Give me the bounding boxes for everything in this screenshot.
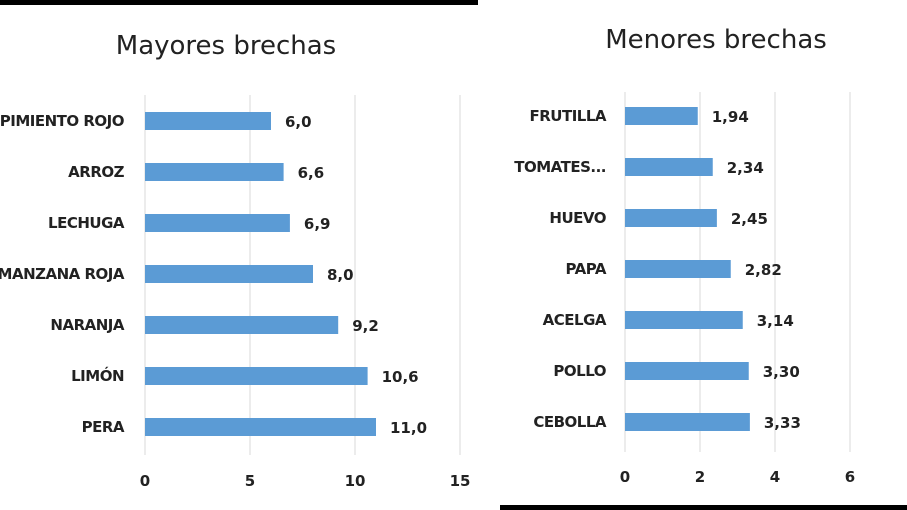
category-label: HUEVO xyxy=(549,209,606,227)
x-tick-label: 0 xyxy=(620,468,630,486)
data-label: 3,14 xyxy=(757,312,794,330)
category-label: FRUTILLA xyxy=(529,107,606,125)
chart-panel-mayores: Mayores brechas PERA LIMÓN NARANJA MANZANA … xyxy=(0,31,470,490)
category-label: PERA xyxy=(82,418,125,436)
category-label: ARROZ xyxy=(68,163,124,181)
category-label: CEBOLLA xyxy=(533,413,607,431)
data-label: 2,82 xyxy=(745,261,782,279)
x-tick-labels: 0 5 10 15 xyxy=(140,472,471,490)
data-label: 9,2 xyxy=(352,317,379,335)
bar xyxy=(625,209,717,227)
data-label: 3,33 xyxy=(764,414,801,432)
bar xyxy=(625,260,731,278)
bar xyxy=(145,367,368,385)
bar xyxy=(145,316,339,334)
category-label: PIMIENTO ROJO xyxy=(0,112,124,130)
bar xyxy=(625,362,749,380)
x-tick-label: 0 xyxy=(140,472,150,490)
bar xyxy=(625,311,743,329)
category-labels: PERA LIMÓN NARANJA MANZANA ROJA LECHUGA ARROZ… xyxy=(0,112,125,436)
x-tick-label: 2 xyxy=(695,468,705,486)
bar xyxy=(625,413,750,431)
data-label: 6,6 xyxy=(298,164,325,182)
x-tick-label: 15 xyxy=(450,472,471,490)
bottom-divider-rule xyxy=(500,505,907,510)
category-label: ACELGA xyxy=(543,311,607,329)
data-label: 6,0 xyxy=(285,113,312,131)
x-tick-label: 4 xyxy=(770,468,780,486)
category-labels: CEBOLLA POLLO ACELGA PAPA HUEVO TOMATES... FRU… xyxy=(514,107,607,431)
value-labels: 11,0 10,6 9,2 8,0 6,9 6,6 6,0 xyxy=(285,113,427,437)
x-tick-labels: 0 2 4 6 xyxy=(620,468,855,486)
bar xyxy=(145,112,271,130)
category-label: LIMÓN xyxy=(71,366,124,385)
data-label: 8,0 xyxy=(327,266,354,284)
value-labels: 3,33 3,30 3,14 2,82 2,45 2,34 1,94 xyxy=(712,108,801,432)
category-label: POLLO xyxy=(553,362,606,380)
chart-panel-menores: Menores brechas CEBOLLA POLLO ACELGA PAPA HU… xyxy=(514,25,855,486)
bars xyxy=(625,107,750,431)
data-label: 1,94 xyxy=(712,108,749,126)
data-label: 3,30 xyxy=(763,363,800,381)
data-label: 2,34 xyxy=(727,159,764,177)
bar xyxy=(625,107,698,125)
data-label: 10,6 xyxy=(382,368,419,386)
data-label: 6,9 xyxy=(304,215,331,233)
x-tick-label: 6 xyxy=(845,468,855,486)
category-label: MANZANA ROJA xyxy=(0,265,125,283)
bar xyxy=(145,265,313,283)
category-label: LECHUGA xyxy=(48,214,125,232)
bar xyxy=(145,214,290,232)
data-label: 2,45 xyxy=(731,210,768,228)
bar xyxy=(625,158,713,176)
chart-title: Menores brechas xyxy=(605,25,827,55)
bar xyxy=(145,418,376,436)
category-label: NARANJA xyxy=(50,316,124,334)
top-divider-rule xyxy=(0,0,478,5)
bars xyxy=(145,112,376,436)
bar xyxy=(145,163,284,181)
category-label: TOMATES... xyxy=(514,158,606,176)
category-label: PAPA xyxy=(566,260,607,278)
x-tick-label: 10 xyxy=(345,472,366,490)
data-label: 11,0 xyxy=(390,419,427,437)
x-tick-label: 5 xyxy=(245,472,255,490)
chart-title: Mayores brechas xyxy=(116,31,336,61)
